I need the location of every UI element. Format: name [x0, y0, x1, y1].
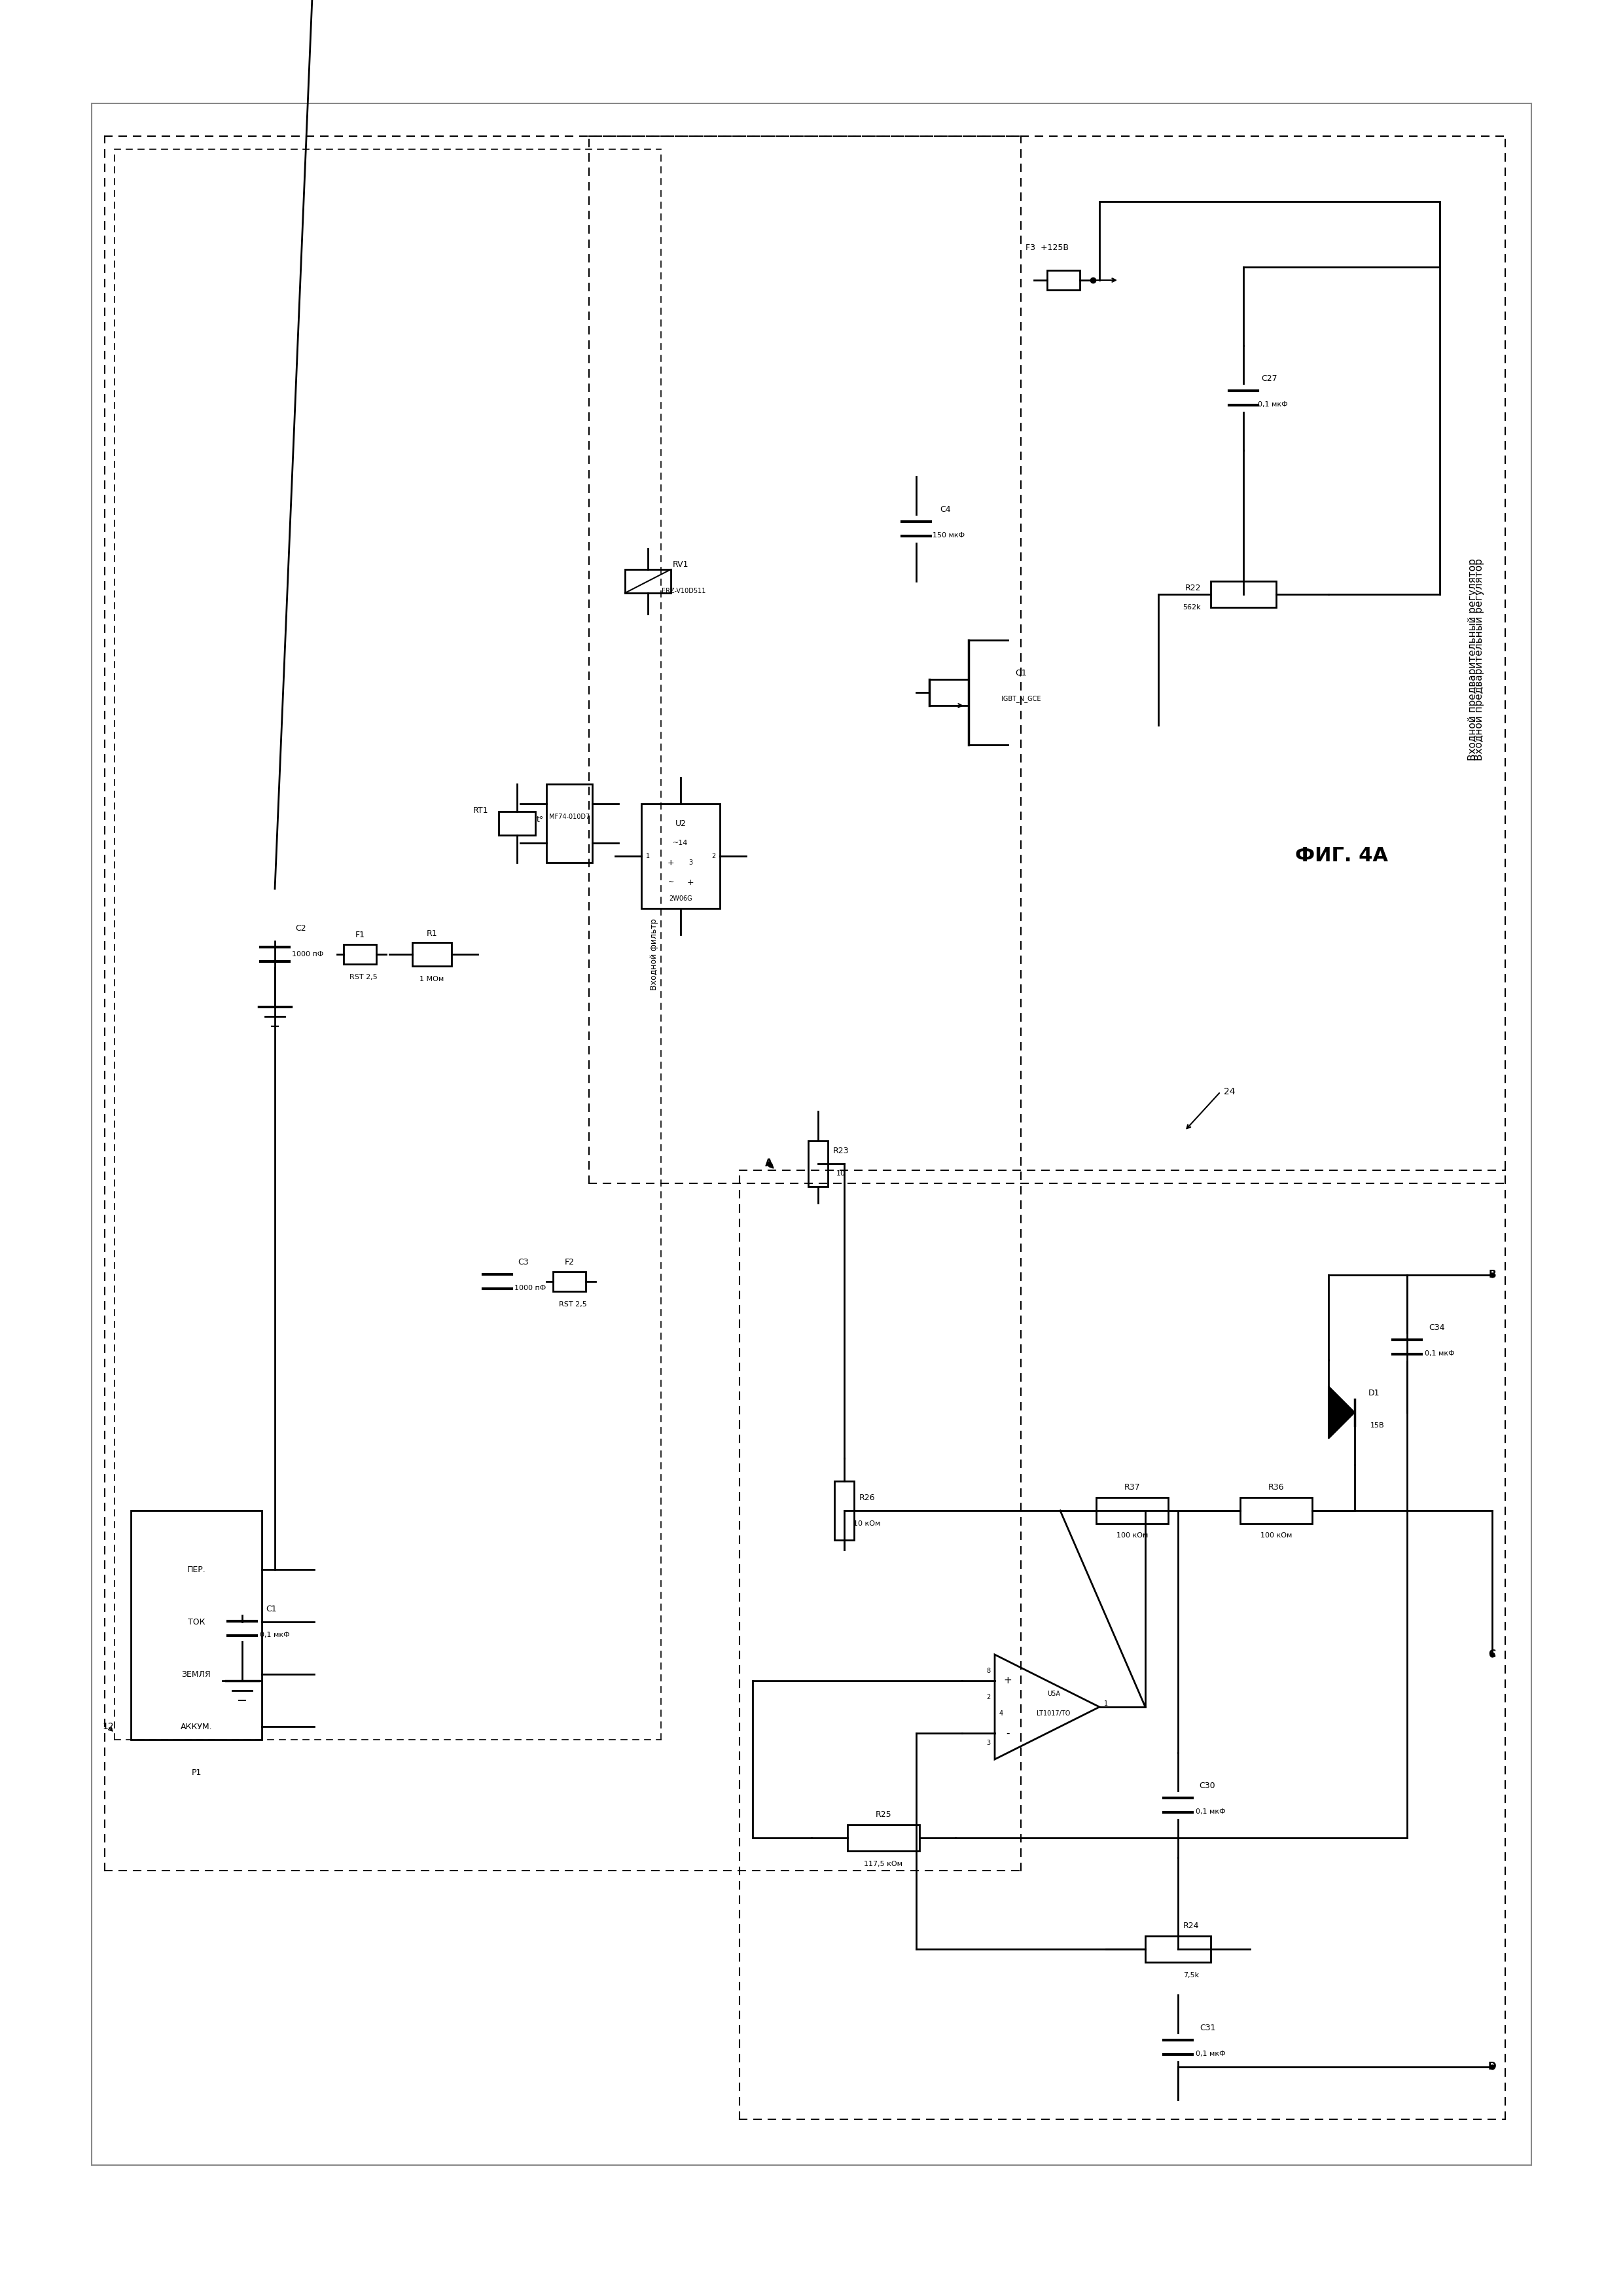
Text: F3  +125В: F3 +125В [1026, 243, 1068, 253]
Text: C1: C1 [266, 1605, 278, 1614]
Text: 2: 2 [711, 852, 716, 859]
Text: RT1: RT1 [474, 806, 489, 815]
Text: 1: 1 [646, 852, 649, 859]
Text: R1: R1 [427, 930, 437, 937]
Text: 2W06G: 2W06G [669, 895, 693, 902]
Text: U2: U2 [675, 820, 687, 827]
Text: C3: C3 [518, 1258, 529, 1265]
Text: 0,1 мкФ: 0,1 мкФ [1196, 2050, 1225, 2057]
Text: R37: R37 [1125, 1483, 1141, 1492]
Bar [498, 810, 536, 836]
Bar [1240, 1497, 1311, 1525]
Text: F2: F2 [565, 1258, 575, 1265]
Text: C27: C27 [1261, 374, 1277, 383]
Text: 7,5k: 7,5k [1183, 1972, 1199, 1979]
Text: 0,1 мкФ: 0,1 мкФ [1196, 1809, 1225, 1814]
Text: R36: R36 [1268, 1483, 1284, 1492]
Text: R22: R22 [1185, 583, 1201, 592]
Text: 3: 3 [987, 1740, 990, 1747]
Text: C30: C30 [1199, 1782, 1216, 1791]
Text: RST 2,5: RST 2,5 [558, 1302, 586, 1309]
Text: 562k: 562k [1183, 604, 1201, 611]
Text: C: C [1488, 1651, 1496, 1660]
Text: +: + [687, 877, 695, 886]
Text: F1: F1 [355, 930, 365, 939]
Text: +: + [667, 859, 674, 868]
Text: IGBT_N_GCE: IGBT_N_GCE [1001, 696, 1040, 703]
Text: t°: t° [536, 815, 544, 824]
Text: АККУМ.: АККУМ. [180, 1722, 213, 1731]
Text: C34: C34 [1428, 1322, 1444, 1332]
Text: 100 кОм: 100 кОм [1117, 1531, 1147, 1538]
Text: R24: R24 [1183, 1922, 1199, 1931]
Text: C2: C2 [295, 923, 307, 932]
Text: Входной предварительный регулятор: Входной предварительный регулятор [1474, 558, 1483, 760]
Bar [553, 1272, 586, 1290]
Text: 4: 4 [1000, 1711, 1003, 1717]
Text: 1000 пФ: 1000 пФ [514, 1286, 545, 1290]
Text: 150 мкФ: 150 мкФ [933, 533, 966, 540]
Text: R26: R26 [859, 1492, 875, 1502]
Text: 1: 1 [1104, 1701, 1109, 1706]
Text: 1 МОм: 1 МОм [420, 976, 445, 983]
Polygon shape [1329, 1387, 1355, 1440]
Text: D: D [1488, 2062, 1496, 2071]
Text: LT1017/TO: LT1017/TO [1037, 1711, 1071, 1717]
Bar [1096, 1497, 1169, 1525]
Text: ERZ-V10D511: ERZ-V10D511 [662, 588, 706, 595]
Text: Q1: Q1 [1014, 668, 1027, 677]
Text: 3: 3 [688, 859, 693, 866]
Text: 0,1 мкФ: 0,1 мкФ [1425, 1350, 1454, 1357]
Text: 15В: 15В [1370, 1421, 1384, 1428]
Text: RST 2,5: RST 2,5 [349, 974, 377, 980]
Bar [131, 1511, 261, 1740]
Text: +: + [1003, 1676, 1013, 1685]
Text: ~14: ~14 [674, 840, 688, 847]
Text: A: A [764, 1159, 773, 1169]
Bar [847, 1825, 920, 1851]
Text: RV1: RV1 [672, 560, 688, 569]
Text: R25: R25 [875, 1812, 891, 1818]
Text: B: B [1488, 1270, 1496, 1279]
Text: 10: 10 [836, 1171, 846, 1178]
Text: 24: 24 [1224, 1086, 1235, 1095]
Bar [412, 941, 451, 967]
Text: 2: 2 [987, 1694, 990, 1701]
Text: C31: C31 [1199, 2023, 1216, 2032]
Text: 10 кОм: 10 кОм [854, 1520, 881, 1527]
Text: D1: D1 [1368, 1389, 1380, 1396]
Text: ЗЕМЛЯ: ЗЕМЛЯ [182, 1669, 211, 1678]
Text: 8: 8 [987, 1667, 990, 1674]
Bar [834, 1481, 854, 1541]
Bar [1047, 271, 1079, 289]
Text: U5A: U5A [1047, 1690, 1060, 1697]
Text: ТОК: ТОК [188, 1619, 204, 1626]
Bar [1146, 1936, 1211, 1963]
Text: ПЕР.: ПЕР. [187, 1566, 206, 1573]
Text: ~: ~ [667, 879, 674, 886]
Bar [547, 785, 592, 863]
Text: 0,1 мкФ: 0,1 мкФ [260, 1632, 291, 1639]
Text: R23: R23 [833, 1146, 849, 1155]
Bar [625, 569, 670, 592]
Text: 1000 пФ: 1000 пФ [292, 951, 323, 957]
Text: Входной предварительный регулятор: Входной предварительный регулятор [1467, 558, 1477, 760]
Text: 100 кОм: 100 кОм [1261, 1531, 1292, 1538]
Text: 0,1 мкФ: 0,1 мкФ [1258, 402, 1287, 409]
Text: -: - [1006, 1729, 1010, 1738]
Bar [641, 804, 721, 909]
Text: 117,5 кОм: 117,5 кОм [863, 1860, 902, 1867]
Text: MF74-010D7: MF74-010D7 [549, 813, 589, 820]
Text: Входной фильтр: Входной фильтр [651, 918, 659, 990]
Text: ФИГ. 4А: ФИГ. 4А [1295, 847, 1388, 866]
Text: C4: C4 [940, 505, 951, 514]
Text: 12: 12 [102, 1722, 114, 1731]
Bar [1211, 581, 1276, 608]
Text: P1: P1 [192, 1768, 201, 1777]
Bar [344, 944, 377, 964]
Bar [808, 1141, 828, 1187]
